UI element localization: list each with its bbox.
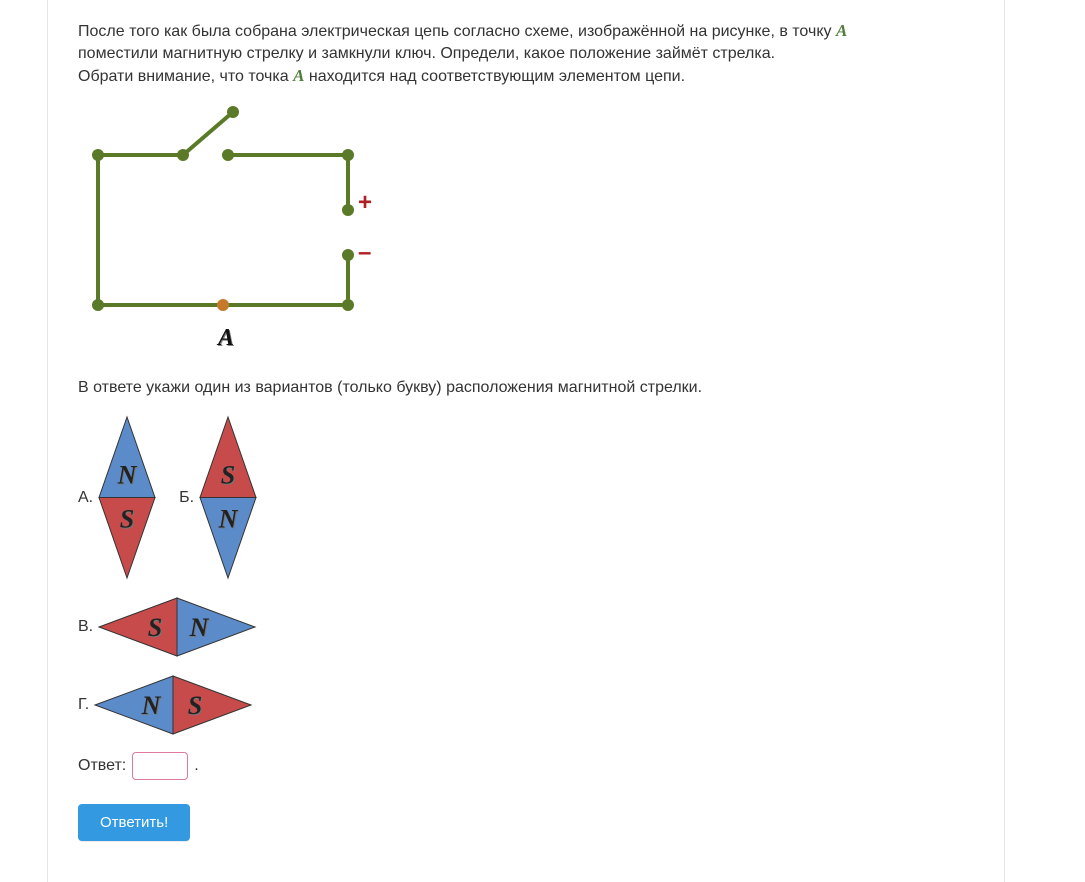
svg-text:N: N — [218, 505, 239, 534]
svg-text:A: A — [216, 325, 234, 351]
compass-v-icon: SSNN — [97, 596, 257, 658]
variable-A-1: A — [836, 21, 847, 40]
text-line3-after: находится над соответствующим элементом … — [304, 68, 685, 85]
compass-b-icon: SSNN — [198, 415, 258, 580]
variable-A-2: A — [293, 66, 304, 85]
answer-label: Ответ: — [78, 757, 126, 775]
svg-text:S: S — [188, 691, 202, 720]
options-block: А. NNSS Б. SSNN В. SSNN Г. NNSS — [78, 415, 974, 736]
option-label-b: Б. — [179, 489, 194, 507]
option-row-ab: А. NNSS Б. SSNN — [78, 415, 974, 580]
option-row-g: Г. NNSS — [78, 674, 974, 736]
compass-g-icon: NNSS — [93, 674, 253, 736]
circuit-diagram: AA+– — [78, 100, 974, 365]
compass-a-icon: NNSS — [97, 415, 157, 580]
svg-text:N: N — [117, 461, 138, 490]
svg-text:S: S — [148, 613, 162, 642]
text-line3-before: Обрати внимание, что точка — [78, 68, 293, 85]
submit-button[interactable]: Ответить! — [78, 804, 190, 841]
svg-text:S: S — [120, 505, 134, 534]
answer-row: Ответ: . — [78, 752, 974, 780]
svg-text:+: + — [358, 189, 372, 216]
answer-input[interactable] — [132, 752, 188, 780]
option-label-v: В. — [78, 618, 93, 636]
text-line1-before: После того как была собрана электрическа… — [78, 23, 836, 40]
answer-period: . — [194, 757, 198, 775]
answer-hint: В ответе укажи один из вариантов (только… — [78, 377, 974, 399]
text-line2: поместили магнитную стрелку и замкнули к… — [78, 45, 775, 62]
svg-text:–: – — [358, 239, 371, 266]
problem-text: После того как была собрана электрическа… — [78, 20, 974, 88]
question-card: После того как была собрана электрическа… — [47, 0, 1005, 882]
svg-text:S: S — [221, 461, 235, 490]
option-label-g: Г. — [78, 696, 89, 714]
svg-text:N: N — [189, 613, 210, 642]
option-row-v: В. SSNN — [78, 596, 974, 658]
option-label-a: А. — [78, 489, 93, 507]
svg-text:N: N — [141, 691, 162, 720]
